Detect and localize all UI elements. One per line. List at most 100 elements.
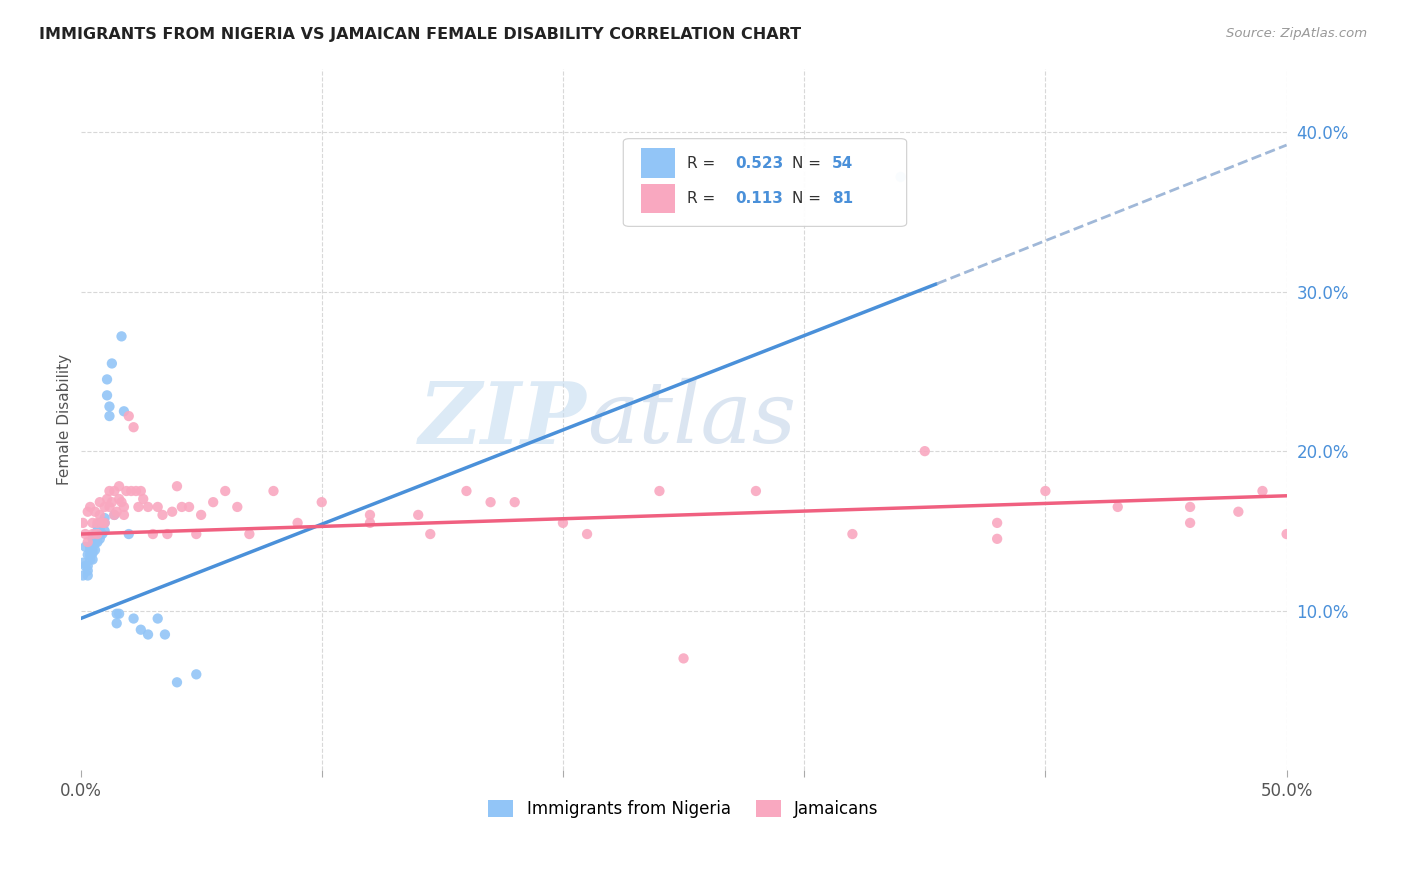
Point [1178,500,1201,514]
Point [79,540,101,554]
Point [160,505,183,519]
Point [101,356,124,370]
FancyBboxPatch shape [623,138,907,227]
Point [93,516,115,530]
Point [110,329,132,343]
Point [112,500,135,514]
Point [125,483,148,498]
Point [89,508,111,522]
Text: Source: ZipAtlas.com: Source: ZipAtlas.com [1226,27,1367,40]
Point [551,516,574,530]
Point [136,627,159,641]
Point [86,524,108,538]
Point [122,420,145,434]
Point [98,483,121,498]
Point [152,508,174,522]
Point [82,532,104,546]
Point [359,508,381,522]
Point [72,568,94,582]
Point [177,500,200,514]
Point [1323,505,1346,519]
Point [86,535,108,549]
Point [89,532,111,546]
Point [96,491,118,506]
Point [914,444,936,458]
Text: R =: R = [688,191,720,206]
Legend: Immigrants from Nigeria, Jamaicans: Immigrants from Nigeria, Jamaicans [482,793,886,825]
Point [576,527,599,541]
Point [93,524,115,538]
Point [93,516,115,530]
Point [263,483,285,498]
Point [146,611,169,625]
Point [108,479,131,493]
Point [986,516,1008,530]
Point [103,508,125,522]
Point [96,388,118,402]
Point [287,516,309,530]
Text: atlas: atlas [588,378,796,460]
Point [75,527,97,541]
Point [86,528,108,542]
Point [75,540,97,554]
Text: ZIP: ZIP [419,377,588,461]
Point [1035,483,1057,498]
Point [76,548,98,562]
Point [76,558,98,573]
Point [406,508,429,522]
Point [108,491,131,506]
Point [76,505,98,519]
Point [108,607,131,621]
Point [86,527,108,541]
Point [98,500,121,514]
Point [226,500,249,514]
Point [76,535,98,549]
Point [89,495,111,509]
Point [105,505,128,519]
Point [127,500,149,514]
Point [82,536,104,550]
Text: N =: N = [792,156,825,170]
Point [238,527,260,541]
Point [890,169,912,184]
Point [82,527,104,541]
Point [93,500,115,514]
Point [115,483,138,498]
Point [190,508,212,522]
Point [98,400,121,414]
Point [98,409,121,423]
Point [672,651,695,665]
Point [79,543,101,558]
Point [79,500,101,514]
Point [1107,500,1129,514]
Point [156,527,179,541]
Point [166,675,188,690]
Point [986,532,1008,546]
Point [479,495,502,509]
Point [166,479,188,493]
Point [86,516,108,530]
Point [186,667,208,681]
Point [142,527,165,541]
Point [129,623,152,637]
Point [456,483,478,498]
Point [1275,527,1298,541]
Point [745,483,768,498]
Point [153,627,176,641]
Text: 81: 81 [832,191,853,206]
Point [76,564,98,578]
Point [841,527,863,541]
Point [84,532,107,546]
Point [1251,483,1274,498]
Point [214,483,236,498]
Point [112,404,135,418]
Point [84,536,107,550]
Point [76,568,98,582]
Point [101,495,124,509]
Point [122,611,145,625]
Point [91,527,114,541]
Point [118,409,141,423]
Point [118,527,141,541]
Point [84,505,107,519]
Point [110,495,132,509]
